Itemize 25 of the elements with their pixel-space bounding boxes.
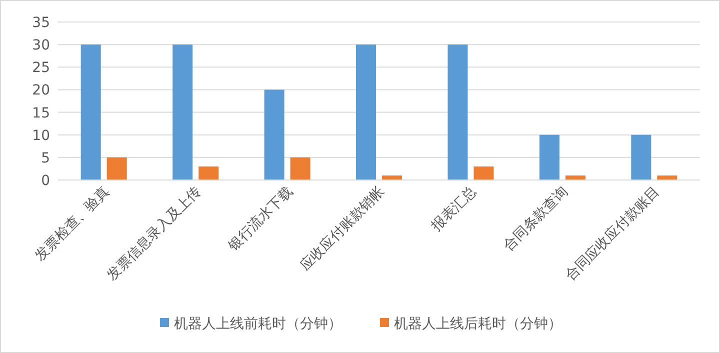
- bar: [448, 44, 468, 180]
- bar: [356, 44, 376, 180]
- y-tick-label: 5: [41, 150, 50, 166]
- bar: [474, 166, 494, 180]
- x-tick-label: 应收应付账款销帐: [297, 184, 388, 274]
- bar: [172, 44, 193, 180]
- x-tick-label: 报表汇总: [428, 184, 480, 236]
- bar: [198, 166, 219, 180]
- y-tick-label: 10: [32, 128, 50, 144]
- y-tick-label: 20: [32, 82, 50, 99]
- bar: [290, 157, 310, 180]
- y-tick-label: 35: [32, 15, 50, 31]
- bar: [264, 90, 284, 180]
- y-tick-label: 30: [32, 38, 50, 54]
- bar: [106, 157, 127, 180]
- y-tick-label: 15: [32, 105, 50, 122]
- legend-label: 机器人上线后耗时（分钟）: [394, 316, 562, 332]
- bar: [631, 134, 652, 180]
- x-tick-label: 合同条款查询: [500, 184, 572, 254]
- bar: [80, 44, 101, 180]
- bar: [539, 134, 560, 180]
- legend-label: 机器人上线前耗时（分钟）: [174, 316, 342, 332]
- y-tick-label: 0: [41, 173, 50, 189]
- y-tick-label: 25: [32, 60, 50, 76]
- x-tick-label: 银行流水下载: [224, 184, 296, 255]
